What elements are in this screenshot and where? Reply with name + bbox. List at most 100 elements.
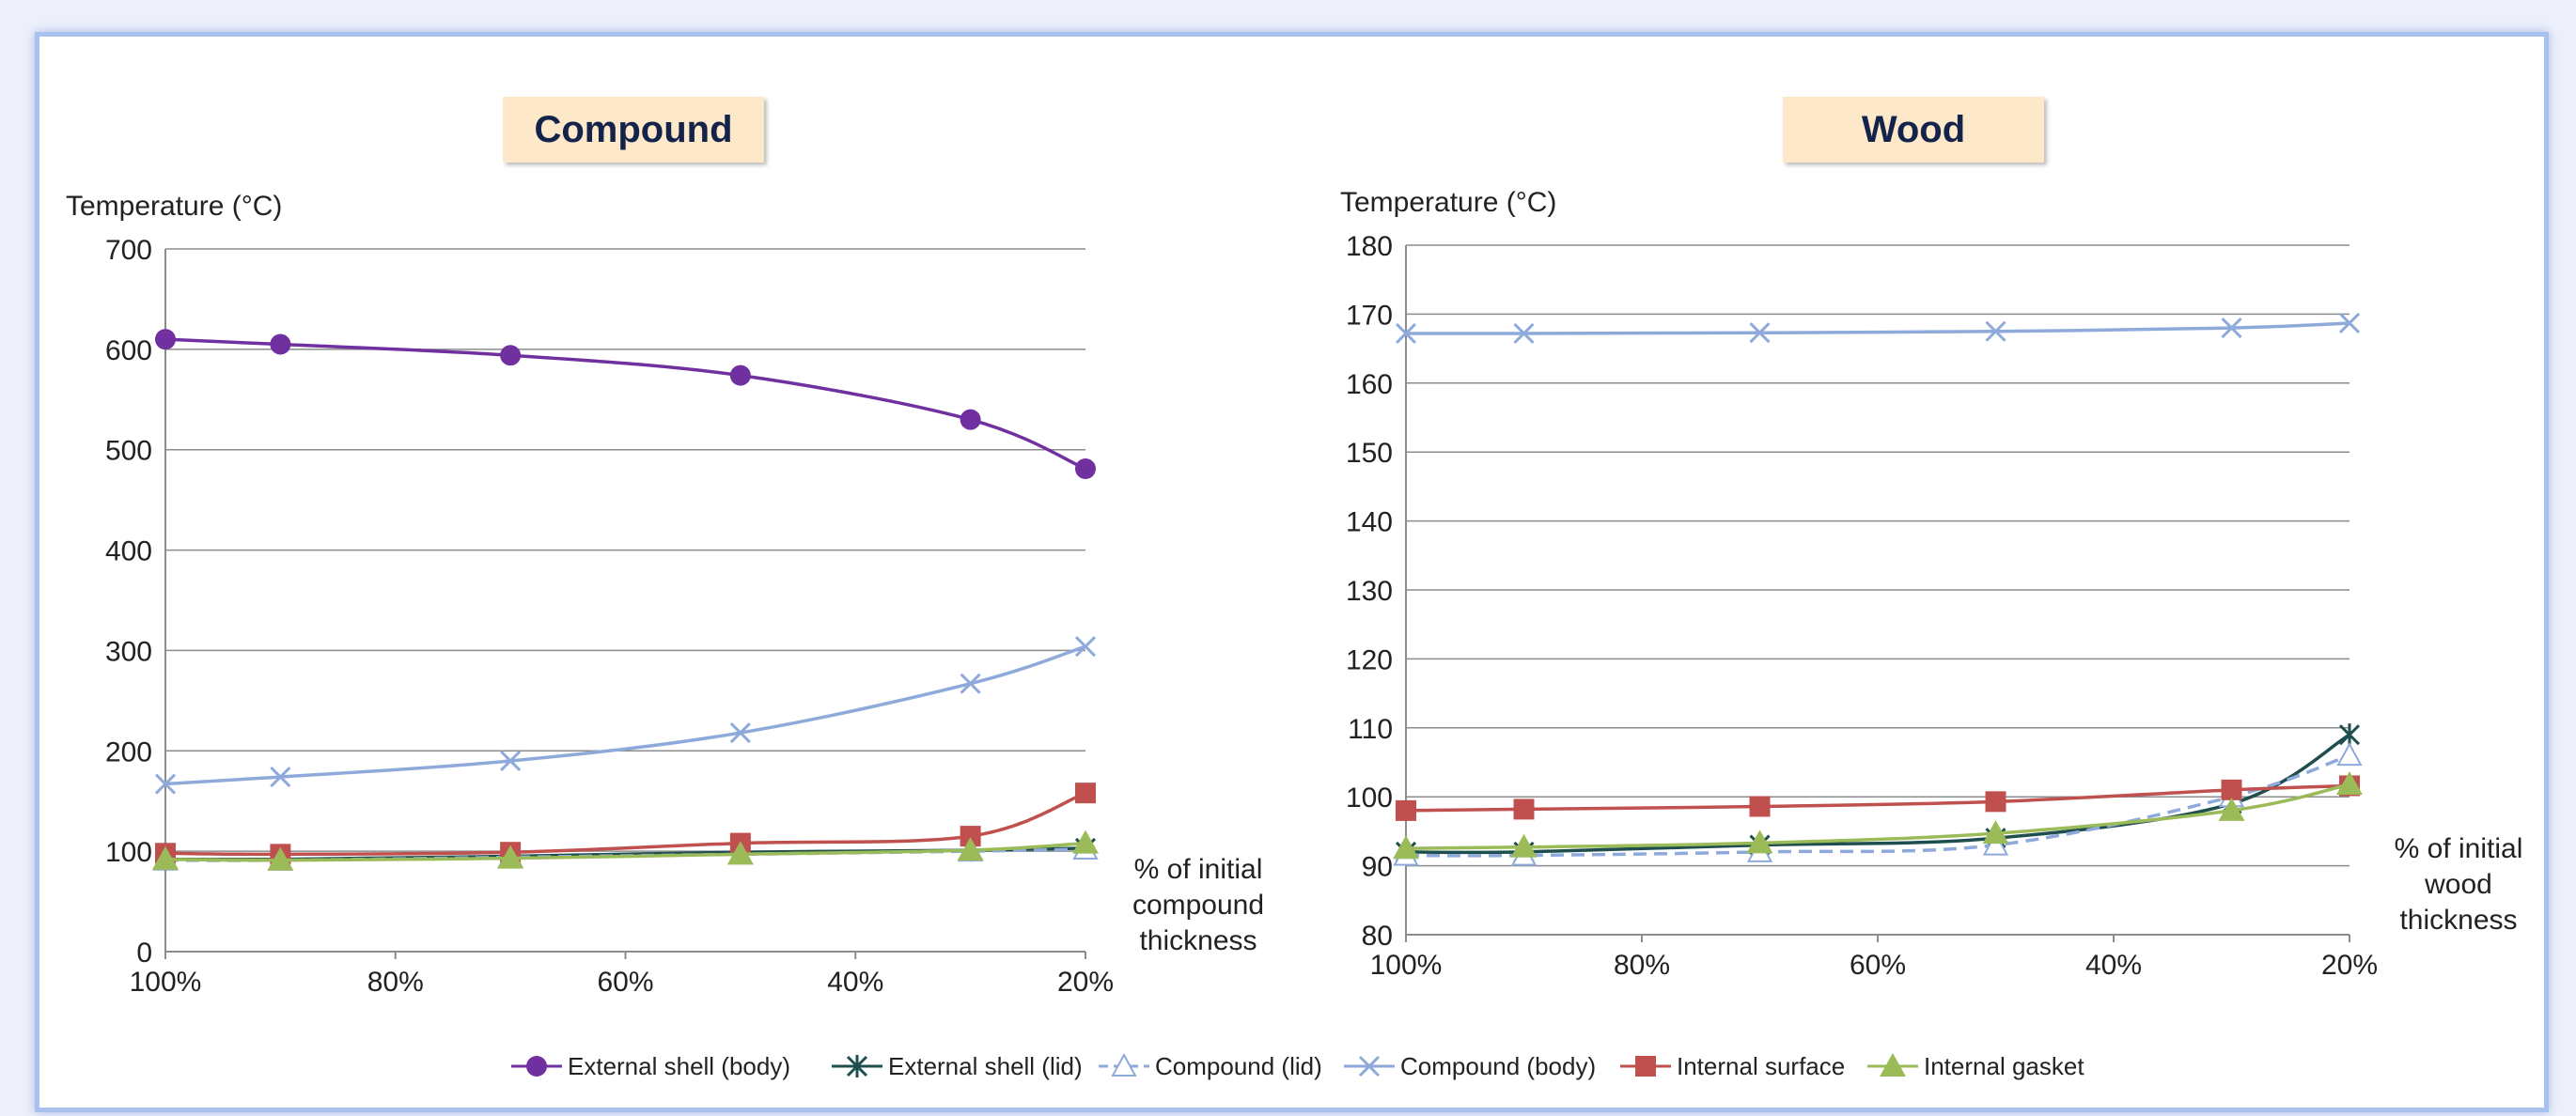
data-point: [960, 826, 981, 847]
legend-marker: [846, 1055, 868, 1077]
x-axis-label: wood: [2424, 869, 2492, 900]
legend: External shell (body) External shell (lid…: [511, 1052, 2084, 1080]
y-axis-label: Temperature (°C): [66, 191, 282, 222]
data-point: [2336, 742, 2363, 767]
legend-item-external-shell-lid: External shell (lid): [832, 1052, 1083, 1080]
legend-marker: [1111, 1052, 1137, 1077]
y-tick-label: 100: [1346, 783, 1393, 814]
data-point: [500, 345, 522, 366]
series-line: [164, 791, 1086, 857]
chart-wood: 80 90 100 110 120 130 140 150 160 170 180 100% 80% 60…: [1340, 187, 2522, 981]
x-tick-label: 80%: [1614, 950, 1670, 981]
y-tick-label: 400: [105, 536, 152, 567]
series-line: [1405, 783, 2350, 850]
y-tick-label: 500: [105, 436, 152, 467]
data-point: [726, 841, 754, 865]
data-point: [1749, 322, 1771, 344]
x-axis-label: % of initial: [2395, 833, 2523, 864]
y-tick-label: 600: [105, 335, 152, 366]
legend-label: Internal surface: [1677, 1052, 1845, 1080]
legend-item-internal-gasket: Internal gasket: [1867, 1052, 2084, 1080]
x-tick-label: 40%: [2085, 950, 2142, 981]
y-tick-label: 120: [1346, 644, 1393, 675]
y-tick-label: 160: [1346, 369, 1393, 400]
data-point: [2221, 779, 2242, 800]
series-internal-gasket: [1393, 770, 2363, 860]
legend-marker: [1635, 1056, 1656, 1077]
data-point: [1072, 829, 1099, 854]
series-external-shell-body: [155, 329, 1096, 480]
legend-marker: [1880, 1053, 1906, 1077]
data-point: [152, 845, 179, 870]
y-axis-label: Temperature (°C): [1340, 187, 1556, 218]
legend-item-compound-body: Compound (body): [1344, 1052, 1596, 1080]
series-internal-surface: [1396, 775, 2360, 821]
x-axis-label: compound: [1132, 890, 1264, 921]
y-tick-label: 110: [1348, 714, 1393, 745]
series-compound-body: [154, 636, 1097, 795]
data-point: [960, 409, 981, 430]
data-point: [1985, 791, 2006, 813]
data-point: [154, 773, 177, 795]
compound-chart-title: Compound: [503, 97, 764, 163]
data-point: [960, 673, 981, 694]
x-tick-label: 20%: [1057, 967, 1114, 998]
legend-marker: [1358, 1055, 1381, 1077]
series-internal-gasket: [152, 829, 1099, 871]
data-point: [1749, 796, 1771, 817]
data-point: [1982, 831, 2009, 856]
y-tick-label: 300: [105, 636, 152, 667]
data-point: [270, 767, 291, 788]
data-point: [729, 364, 751, 386]
data-point: [2336, 770, 2363, 795]
chart-panel: Compound Wood 0 100 200 300 400 500 600 700 100%…: [35, 32, 2549, 1112]
legend-label: External shell (lid): [888, 1052, 1083, 1080]
legend-item-compound-lid: Compound (lid): [1099, 1052, 1322, 1080]
wood-chart-title: Wood: [1783, 97, 2044, 163]
x-tick-label: 40%: [827, 967, 883, 998]
data-point: [1513, 322, 1535, 345]
legend-marker: [526, 1056, 547, 1077]
y-tick-label: 90: [1362, 852, 1393, 883]
legend-label: Compound (body): [1400, 1052, 1596, 1080]
data-point: [957, 837, 984, 861]
x-axis-label: thickness: [2399, 905, 2517, 936]
data-point: [1510, 833, 1538, 858]
legend-item-internal-surface: Internal surface: [1620, 1052, 1845, 1080]
data-point: [270, 333, 291, 355]
x-tick-label: 20%: [2321, 950, 2378, 981]
series-line: [1405, 733, 2350, 855]
y-tick-label: 150: [1346, 438, 1393, 469]
y-tick-label: 0: [136, 938, 152, 969]
legend-item-external-shell-body: External shell (body): [511, 1052, 790, 1080]
data-point: [500, 750, 522, 772]
x-tick-label: 100%: [1370, 950, 1443, 981]
data-point: [497, 845, 524, 869]
y-tick-label: 100: [105, 837, 152, 868]
chart-compound: 0 100 200 300 400 500 600 700 100% 80% 60% 40% 20% Te…: [66, 191, 1264, 998]
series-external-shell-lid: [1395, 723, 2361, 863]
y-tick-label: 700: [105, 235, 152, 266]
series-line: [1405, 321, 2350, 335]
y-tick-label: 80: [1362, 921, 1393, 952]
charts-svg: 0 100 200 300 400 500 600 700 100% 80% 60% 40% 20% Te…: [66, 187, 2522, 1080]
x-tick-label: 100%: [130, 967, 202, 998]
data-point: [155, 329, 176, 350]
x-tick-label: 60%: [597, 967, 653, 998]
data-point: [1393, 835, 1419, 860]
x-axis-label: thickness: [1139, 925, 1257, 956]
data-point: [2221, 318, 2242, 339]
legend-label: Compound (lid): [1155, 1052, 1322, 1080]
y-tick-label: 140: [1346, 507, 1393, 538]
x-tick-label: 60%: [1850, 950, 1906, 981]
data-point: [1395, 322, 1417, 345]
series-line: [164, 644, 1086, 786]
y-tick-label: 200: [105, 736, 152, 767]
data-point: [729, 721, 751, 744]
y-tick-label: 170: [1346, 300, 1393, 331]
x-tick-label: 80%: [367, 967, 424, 998]
series-compound-body: [1395, 312, 2361, 345]
y-tick-label: 180: [1346, 231, 1393, 262]
data-point: [1982, 820, 2009, 845]
data-point: [1074, 636, 1097, 658]
